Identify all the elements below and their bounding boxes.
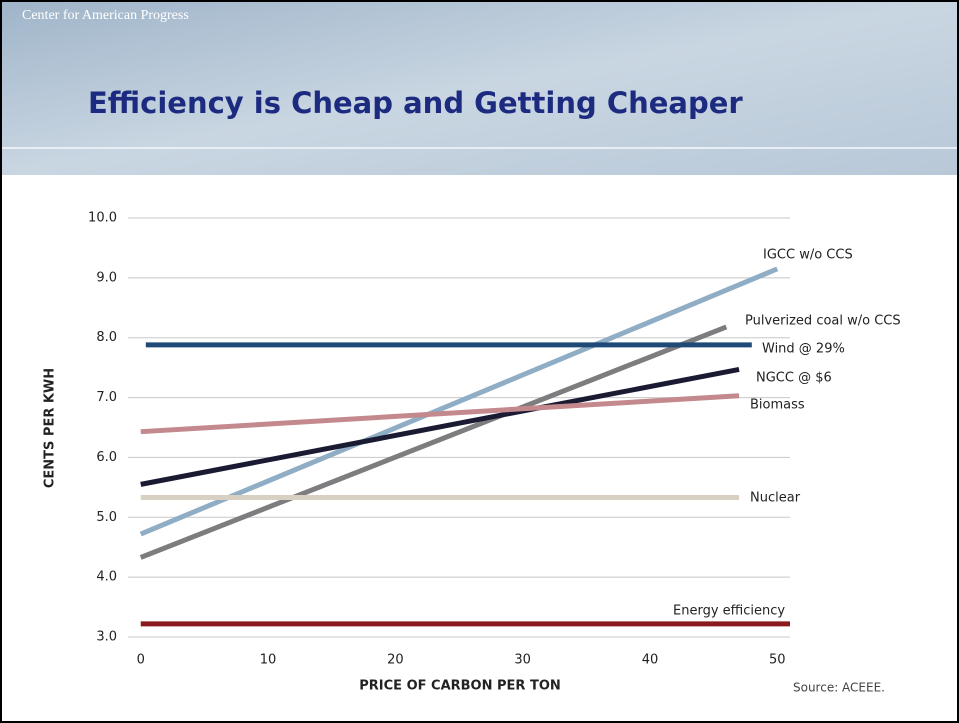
series-label: Nuclear (750, 491, 801, 506)
y-tick-label: 10.0 (88, 211, 117, 226)
x-axis-label: PRICE OF CARBON PER TON (359, 679, 561, 694)
y-tick-label: 9.0 (96, 270, 117, 285)
source: Source: ACEEE. (793, 681, 885, 695)
slide-title: Efficiency is Cheap and Getting Cheaper (88, 86, 743, 120)
header-band (0, 0, 959, 175)
series-label: Wind @ 29% (762, 342, 845, 357)
y-tick-label: 8.0 (96, 330, 117, 345)
x-tick-label: 0 (137, 653, 145, 668)
x-tick-label: 50 (769, 653, 786, 668)
y-tick-label: 3.0 (96, 630, 117, 645)
x-tick-label: 10 (260, 653, 277, 668)
series-label: Biomass (750, 398, 805, 413)
y-tick-label: 4.0 (96, 570, 117, 585)
logo: Center for American Progress (22, 8, 189, 23)
series-line (140, 393, 740, 435)
series-label: Energy efficiency (673, 604, 785, 619)
series-line (139, 324, 728, 560)
x-tick-label: 40 (642, 653, 659, 668)
series-label: NGCC @ $6 (756, 371, 832, 386)
series-line (139, 266, 779, 537)
x-tick-label: 20 (387, 653, 404, 668)
x-tick-label: 30 (514, 653, 531, 668)
y-tick-label: 6.0 (96, 450, 117, 465)
series-label: Pulverized coal w/o CCS (745, 314, 901, 329)
y-axis-label: CENTS PER KWH (43, 368, 58, 488)
y-tick-label: 7.0 (96, 390, 117, 405)
series-line (140, 366, 740, 487)
y-tick-label: 5.0 (96, 510, 117, 525)
series-label: IGCC w/o CCS (763, 248, 853, 263)
